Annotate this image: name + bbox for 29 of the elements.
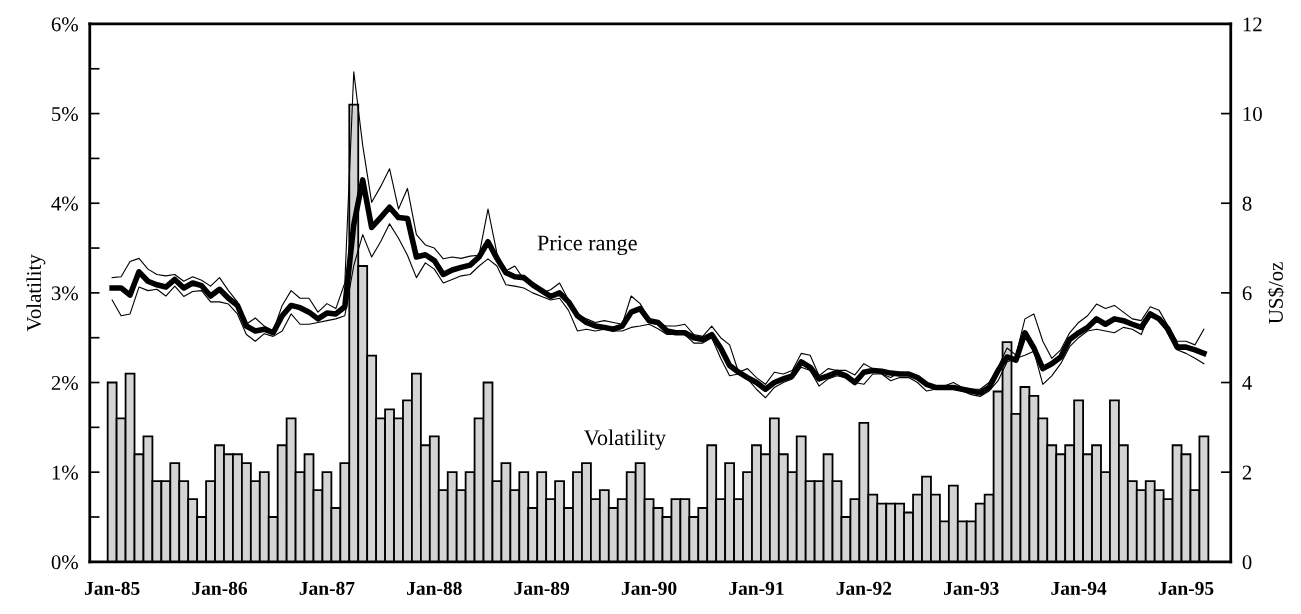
x-tick-label: Jan-91 (729, 581, 784, 595)
y2-tick-label: 12 (1243, 17, 1262, 32)
y-tick-label: 6% (51, 17, 78, 32)
x-tick-label: Jan-93 (944, 581, 999, 595)
x-tick-label: Jan-87 (299, 581, 355, 595)
x-tick-label: Jan-86 (192, 581, 248, 595)
x-tick-label: Jan-90 (621, 581, 677, 595)
x-tick-label: Jan-94 (1051, 581, 1107, 595)
y-tick-label: 3% (51, 286, 78, 301)
x-tick-label: Jan-89 (514, 581, 570, 595)
y-tick-label: 1% (52, 465, 78, 480)
y2-tick-label: 6 (1242, 286, 1252, 301)
x-tick-label: Jan-85 (84, 581, 140, 595)
y-tick-label: 4% (51, 196, 78, 211)
y-axis-title: Volatility (26, 254, 46, 332)
x-tick-label: Jan-88 (407, 581, 462, 595)
y2-tick-label: 2 (1242, 465, 1252, 480)
y-tick-label: 0% (51, 555, 78, 570)
y2-axis-title: US$/oz (1267, 262, 1285, 324)
y2-tick-label: 8 (1242, 196, 1252, 211)
y-tick-label: 2% (51, 375, 78, 391)
x-tick-label: Jan-95 (1158, 581, 1214, 595)
x-tick-label: Jan-92 (836, 581, 892, 595)
y2-tick-label: 10 (1243, 106, 1262, 122)
y-tick-label: 5% (52, 106, 78, 122)
annotation: Price range (537, 235, 637, 256)
y2-tick-label: 4 (1242, 376, 1252, 390)
annotation: Volatility (583, 429, 666, 450)
y2-tick-label: 0 (1242, 555, 1252, 570)
